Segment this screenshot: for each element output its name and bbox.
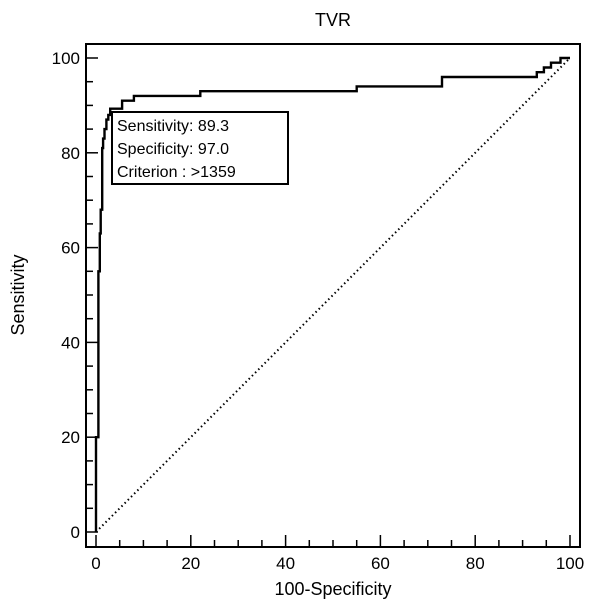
- reference-diagonal-line: [95, 57, 571, 533]
- y-tick-label: 60: [61, 239, 80, 258]
- criterion-annotation: Sensitivity: 89.3 Specificity: 97.0 Crit…: [111, 111, 289, 185]
- y-tick-label: 40: [61, 333, 80, 352]
- y-tick-label: 20: [61, 428, 80, 447]
- roc-curve-line: [94, 56, 570, 532]
- x-axis-title: 100-Specificity: [274, 579, 391, 599]
- series-layer: [94, 56, 571, 533]
- y-tick-label: 0: [71, 523, 80, 542]
- annotation-criterion: Criterion : >1359: [117, 164, 236, 181]
- y-axis: 0 20 40 60 80 100: [52, 49, 98, 542]
- annotation-box: [111, 111, 289, 185]
- y-axis-title: Sensitivity: [8, 254, 28, 335]
- x-tick-label: 40: [276, 554, 295, 573]
- x-tick-label: 100: [556, 554, 584, 573]
- x-tick-label: 20: [181, 554, 200, 573]
- y-tick-label: 100: [52, 49, 80, 68]
- x-tick-label: 0: [91, 554, 100, 573]
- x-tick-label: 60: [371, 554, 390, 573]
- annotation-sensitivity: Sensitivity: 89.3: [117, 118, 229, 135]
- annotation-specificity: Specificity: 97.0: [117, 141, 229, 158]
- chart-title: TVR: [315, 10, 351, 30]
- y-tick-label: 80: [61, 144, 80, 163]
- x-tick-label: 80: [466, 554, 485, 573]
- x-axis: 0 20 40 60 80 100: [91, 535, 584, 573]
